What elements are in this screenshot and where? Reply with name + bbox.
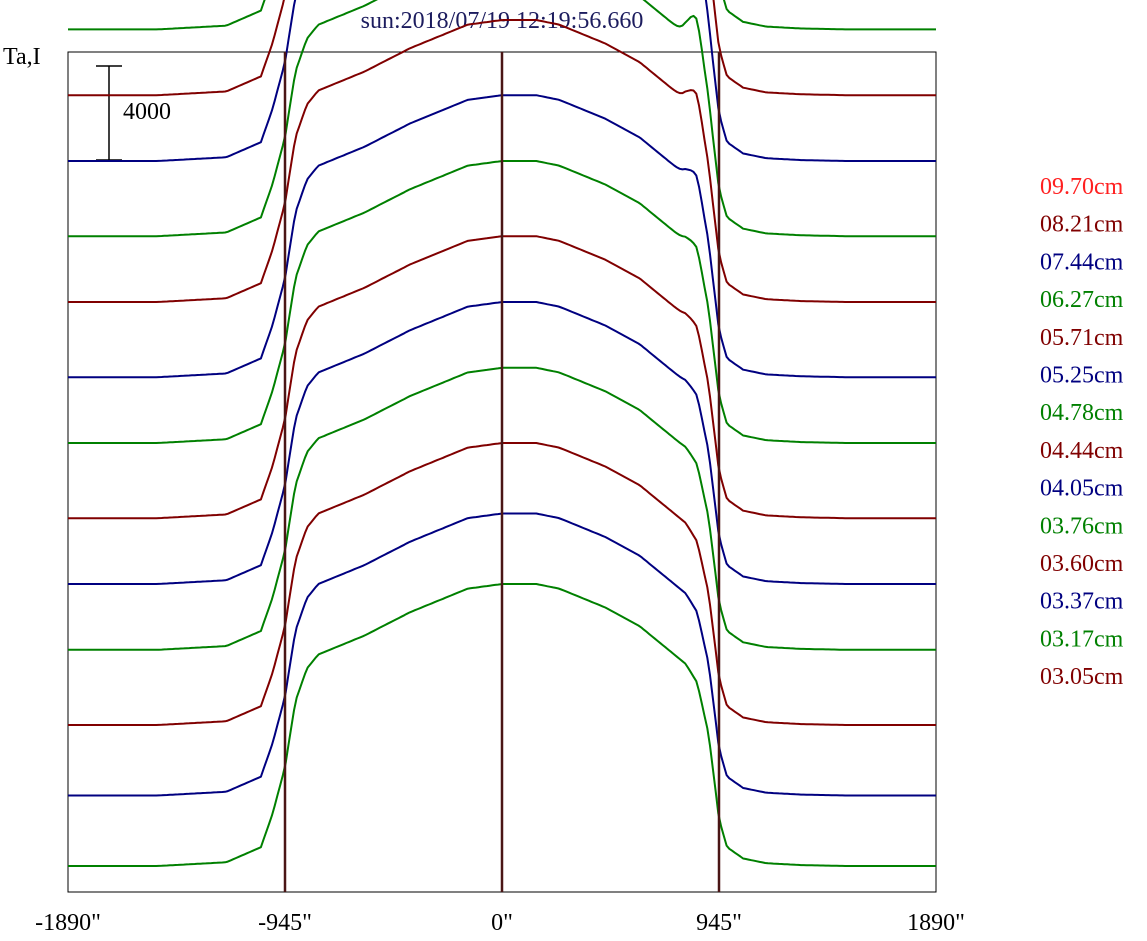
x-tick-labels: -1890" -945" 0" 945" 1890" [35,910,965,936]
legend-item: 05.71cm [1040,325,1124,351]
profile-curve [68,0,936,97]
legend-item: 09.70cm [1040,174,1124,200]
legend-item: 03.17cm [1040,626,1124,652]
legend-item: 03.37cm [1040,589,1124,615]
legend-item: 03.76cm [1040,513,1124,539]
legend-item: 03.60cm [1040,551,1124,577]
y-axis-label: Ta,I [3,44,41,70]
legend-item: 04.78cm [1040,400,1124,426]
profile-curve [68,0,936,238]
x-tick-label: 0" [491,910,513,936]
legend-item: 06.27cm [1040,287,1124,313]
profile-curve [68,0,936,162]
x-tick-label: -1890" [35,910,101,936]
x-tick-label: 1890" [907,910,965,936]
scale-bar-label: 4000 [123,99,171,125]
legend-item: 07.44cm [1040,249,1124,275]
x-tick-label: -945" [258,910,312,936]
vertical-markers [283,52,721,892]
legend-item: 04.44cm [1040,438,1124,464]
legend-item: 03.05cm [1040,664,1124,690]
profile-curve [68,19,936,303]
legend: 09.70cm 08.21cm 07.44cm 06.27cm 05.71cm 05.25… [1040,174,1124,690]
scale-bar: 4000 [96,65,171,161]
legend-item: 08.21cm [1040,212,1124,238]
profile-curve [68,0,936,31]
x-tick-label: 945" [696,910,742,936]
legend-item: 05.25cm [1040,363,1124,389]
legend-item: 04.05cm [1040,476,1124,502]
